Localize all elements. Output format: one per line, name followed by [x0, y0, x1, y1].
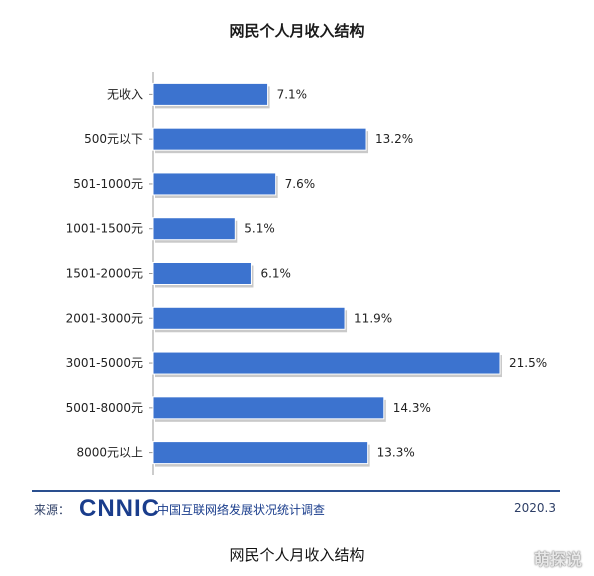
watermark: 萌探说 [533, 550, 582, 569]
value-label: 5.1% [244, 222, 275, 236]
chart-title: 网民个人月收入结构 [229, 22, 365, 40]
caption: 网民个人月收入结构 [229, 546, 365, 564]
org-name: 中国互联网络发展状况统计调查 [157, 503, 326, 517]
bar [152, 82, 269, 106]
source-label: 来源： [34, 503, 71, 517]
source-row: 来源： CNNIC 中国互联网络发展状况统计调查 2020.3 [34, 495, 564, 522]
category-label: 5001-8000元 [66, 401, 143, 415]
value-label: 13.2% [375, 132, 413, 146]
footer-divider [32, 490, 560, 492]
category-label: 3001-5000元 [66, 356, 143, 370]
value-label: 14.3% [393, 401, 431, 415]
category-label: 500元以下 [84, 132, 143, 146]
category-label: 8000元以上 [76, 446, 143, 460]
category-label: 501-1000元 [73, 177, 143, 191]
category-label: 1001-1500元 [66, 222, 143, 236]
bar-chart: 无收入 7.1% 500元以下 13.2% 501-1000元 7.6% 1001-1500… [66, 72, 547, 475]
bar [152, 127, 367, 151]
bar [152, 441, 369, 465]
bar [152, 396, 385, 420]
chart-card: 网民个人月收入结构 无收入 7.1% 500元以下 13.2% 501-1000元 7.6… [32, 22, 564, 522]
bar [152, 217, 236, 241]
cnnic-logo: CNNIC [79, 495, 160, 522]
source-date: 2020.3 [514, 501, 556, 515]
value-label: 13.3% [377, 446, 415, 460]
value-label: 7.1% [277, 87, 308, 101]
bar [152, 262, 252, 285]
bar [152, 306, 346, 330]
value-label: 6.1% [260, 267, 291, 281]
value-label: 11.9% [354, 311, 392, 325]
category-label: 2001-3000元 [66, 311, 143, 325]
value-label: 7.6% [285, 177, 316, 191]
value-label: 21.5% [509, 356, 547, 370]
category-label: 无收入 [107, 87, 143, 101]
bar [152, 172, 277, 196]
bar [152, 351, 501, 375]
category-label: 1501-2000元 [66, 267, 143, 281]
